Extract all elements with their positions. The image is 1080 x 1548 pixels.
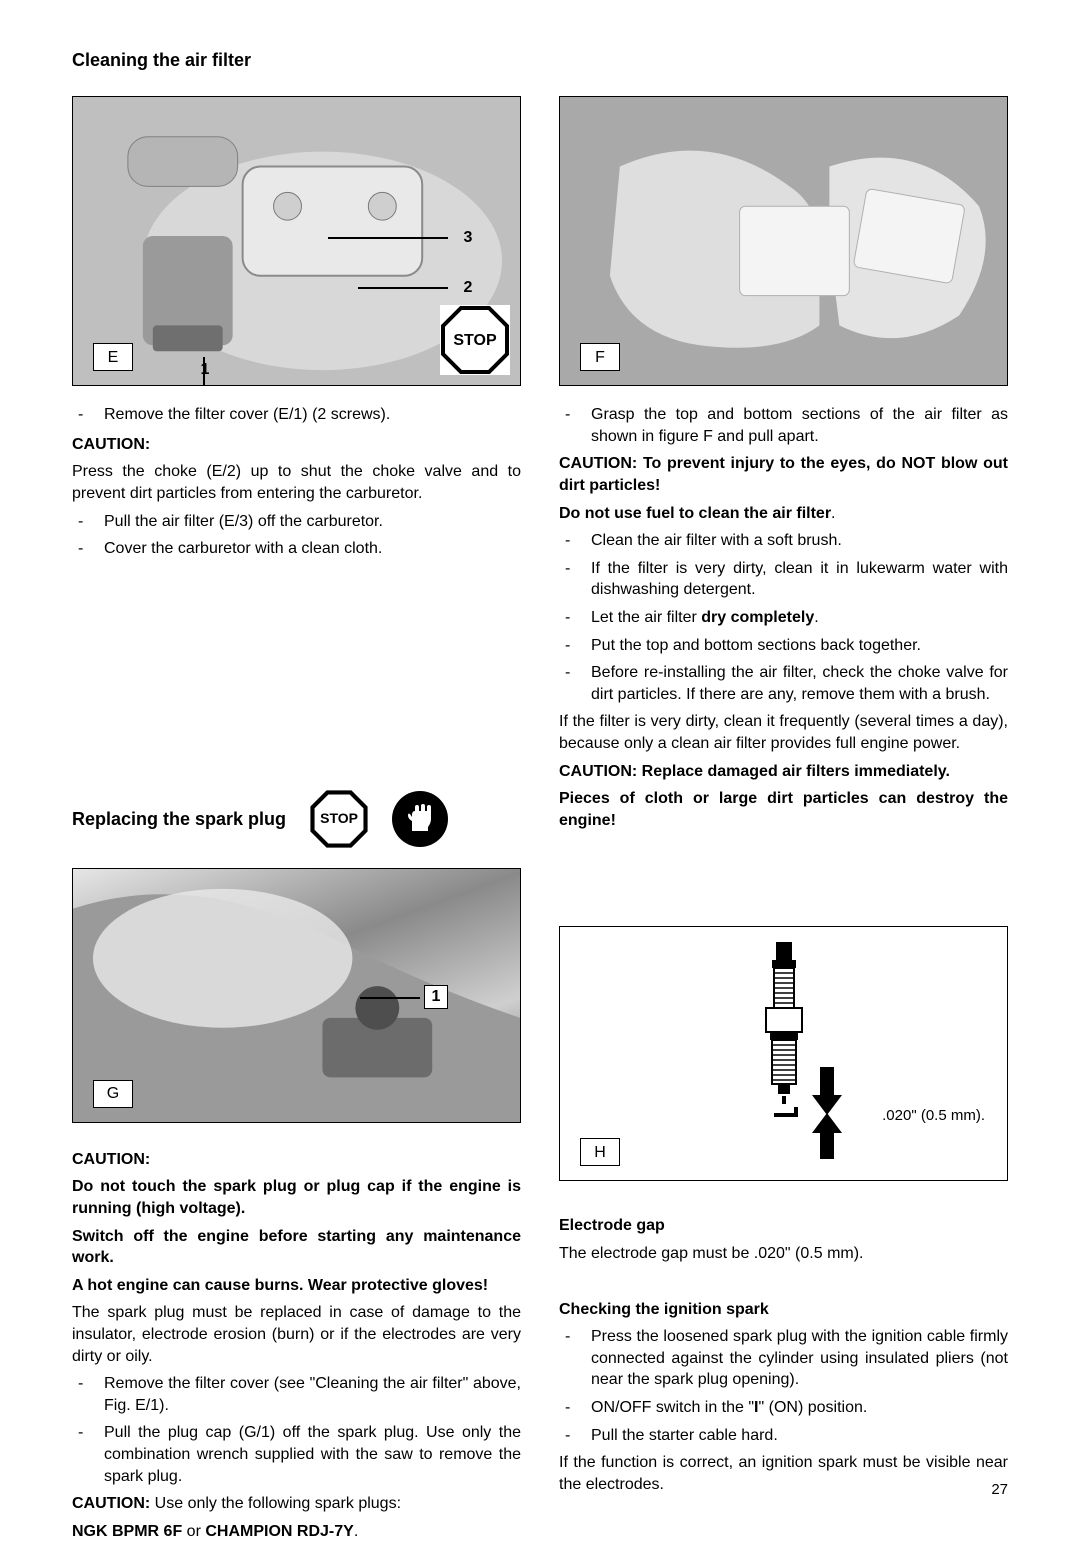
plug-dot: . <box>354 1523 358 1540</box>
sparkplug-icon <box>724 937 844 1172</box>
caution2-prefix: Do not use fuel to clean the air filter <box>559 505 831 522</box>
col-left: 1 2 3 STOP E Remove the filter cover (E/… <box>72 96 521 1548</box>
callout-1: 1 <box>193 357 217 381</box>
list-item: Press the loosened spark plug with the i… <box>559 1326 1008 1391</box>
figure-e: 1 2 3 STOP E <box>72 96 521 386</box>
left-list2: Pull the air filter (E/3) off the carbur… <box>72 511 521 560</box>
stop-text: STOP <box>320 809 358 828</box>
para: If the filter is very dirty, clean it fr… <box>559 711 1008 754</box>
list-item: Pull the plug cap (G/1) off the spark pl… <box>72 1422 521 1487</box>
fig-f-label: F <box>580 343 620 371</box>
li2a: ON/OFF switch in the " <box>591 1399 754 1416</box>
para-bold: Switch off the engine before starting an… <box>72 1226 521 1269</box>
para: Press the choke (E/2) up to shut the cho… <box>72 461 521 504</box>
plugs-line: NGK BPMR 6F or CHAMPION RDJ-7Y. <box>72 1521 521 1543</box>
caution-label: CAUTION: <box>72 434 521 456</box>
caution2-suffix: . <box>831 505 835 522</box>
s2-left-list: Remove the filter cover (see "Cleaning t… <box>72 1373 521 1487</box>
list-item: Cover the carburetor with a clean cloth. <box>72 538 521 560</box>
section2-title: Replacing the spark plug <box>72 807 286 831</box>
plug-or: or <box>182 1523 205 1540</box>
callout-2: 2 <box>456 275 480 299</box>
stop-icon: STOP <box>440 305 510 375</box>
glove-icon <box>392 791 448 847</box>
right-list2: Clean the air filter with a soft brush. … <box>559 530 1008 705</box>
left-list1: Remove the filter cover (E/1) (2 screws)… <box>72 404 521 426</box>
para: The electrode gap must be .020" (0.5 mm)… <box>559 1243 1008 1265</box>
caution-rest: Use only the following spark plugs: <box>150 1495 401 1512</box>
caution-word: CAUTION: <box>72 1495 150 1512</box>
caution-line: CAUTION: Use only the following spark pl… <box>72 1493 521 1515</box>
list-item: Put the top and bottom sections back tog… <box>559 635 1008 657</box>
figure-f: F <box>559 96 1008 386</box>
para-bold: A hot engine can cause burns. Wear prote… <box>72 1275 521 1297</box>
col-right: F Grasp the top and bottom sections of t… <box>559 96 1008 1548</box>
para-bold: Do not touch the spark plug or plug cap … <box>72 1176 521 1219</box>
right-list1: Grasp the top and bottom sections of the… <box>559 404 1008 447</box>
list-item: Pull the air filter (E/3) off the carbur… <box>72 511 521 533</box>
li2c: " (ON) position. <box>759 1399 868 1416</box>
caution-bold: CAUTION: To prevent injury to the eyes, … <box>559 453 1008 496</box>
para: If the function is correct, an ignition … <box>559 1452 1008 1495</box>
section1-title: Cleaning the air filter <box>72 48 1008 72</box>
fig-h-label: H <box>580 1138 620 1166</box>
list-item: Let the air filter dry completely. <box>559 607 1008 629</box>
list-item: Grasp the top and bottom sections of the… <box>559 404 1008 447</box>
figure-g: 1 G <box>72 868 521 1123</box>
li4c: . <box>814 609 818 626</box>
list-item: If the filter is very dirty, clean it in… <box>559 558 1008 601</box>
plug-a: NGK BPMR 6F <box>72 1523 182 1540</box>
list-item: Clean the air filter with a soft brush. <box>559 530 1008 552</box>
callout-3: 3 <box>456 225 480 249</box>
fig-e-label: E <box>93 343 133 371</box>
figure-h: .020" (0.5 mm). H <box>559 926 1008 1181</box>
caution3b: Pieces of cloth or large dirt particles … <box>559 788 1008 831</box>
callout-1: 1 <box>424 985 448 1009</box>
gap-text: .020" (0.5 mm). <box>882 1106 985 1126</box>
li4b: dry completely <box>701 609 814 626</box>
caution-label: CAUTION: <box>72 1149 521 1171</box>
s2-right-list: Press the loosened spark plug with the i… <box>559 1326 1008 1446</box>
stop-text: STOP <box>453 330 496 352</box>
caution3a: CAUTION: Replace damaged air filters imm… <box>559 761 1008 783</box>
para: The spark plug must be replaced in case … <box>72 1302 521 1367</box>
electrode-gap-heading: Electrode gap <box>559 1215 1008 1237</box>
fig-g-label: G <box>93 1080 133 1108</box>
section1-columns: 1 2 3 STOP E Remove the filter cover (E/… <box>72 96 1008 1548</box>
check-spark-heading: Checking the ignition spark <box>559 1299 1008 1321</box>
plug-b: CHAMPION RDJ-7Y <box>205 1523 353 1540</box>
li4a: Let the air filter <box>591 609 701 626</box>
list-item: Remove the filter cover (E/1) (2 screws)… <box>72 404 521 426</box>
page-number: 27 <box>991 1480 1008 1500</box>
list-item: Remove the filter cover (see "Cleaning t… <box>72 1373 521 1416</box>
stop-icon: STOP <box>310 790 368 848</box>
list-item: Before re-installing the air filter, che… <box>559 662 1008 705</box>
section2-title-row: Replacing the spark plug STOP <box>72 790 521 848</box>
caution-line2: Do not use fuel to clean the air filter. <box>559 503 1008 525</box>
list-item: Pull the starter cable hard. <box>559 1425 1008 1447</box>
list-item: ON/OFF switch in the "I" (ON) position. <box>559 1397 1008 1419</box>
